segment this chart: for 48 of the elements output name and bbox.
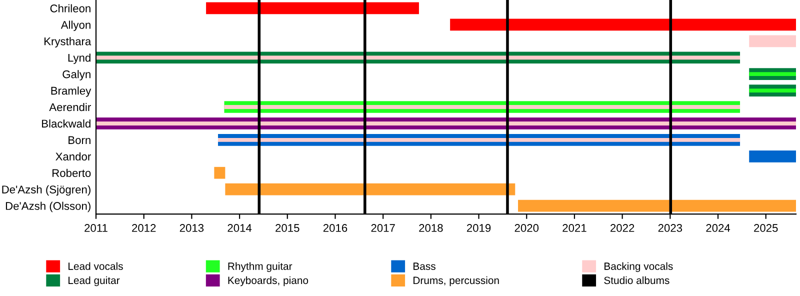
x-tick-label: 2025 bbox=[754, 224, 778, 232]
y-tick-label: Lynd bbox=[68, 54, 90, 64]
y-tick-label: Born bbox=[68, 136, 90, 144]
y-tick-label: Chrileon bbox=[50, 4, 90, 12]
y-tick-label: Roberto bbox=[52, 168, 91, 177]
x-tick-label: 2019 bbox=[466, 224, 491, 232]
y-tick-label: Xandor bbox=[56, 152, 91, 161]
bar bbox=[749, 150, 796, 162]
y-tick-label: De'Azsh (Olsson) bbox=[6, 202, 90, 212]
x-tick-label: 2011 bbox=[84, 224, 108, 232]
legend-label: Keyboards, piano bbox=[228, 276, 308, 286]
bar bbox=[749, 72, 796, 76]
x-tick-label: 2018 bbox=[419, 224, 443, 232]
bar bbox=[206, 2, 419, 14]
y-tick-label: Allyon bbox=[60, 20, 90, 32]
bar bbox=[218, 138, 740, 142]
bar bbox=[96, 56, 740, 60]
y-tick-label: Bramley bbox=[51, 86, 92, 97]
bar bbox=[450, 18, 796, 31]
x-tick-label: 2024 bbox=[706, 224, 730, 232]
y-tick-label: Blackwald bbox=[42, 119, 90, 128]
y-tick-label: Galyn bbox=[62, 70, 90, 80]
bar bbox=[214, 166, 226, 179]
bar bbox=[224, 105, 740, 109]
x-tick-label: 2013 bbox=[180, 224, 204, 232]
legend-label: Studio albums bbox=[604, 276, 670, 284]
x-tick-label: 2017 bbox=[371, 224, 395, 232]
x-tick-label: 2022 bbox=[610, 224, 634, 232]
x-tick-label: 2023 bbox=[658, 224, 682, 232]
legend-label: Lead guitar bbox=[68, 276, 120, 286]
y-tick-label: De'Azsh (Sjögren) bbox=[2, 185, 90, 196]
legend-label: Rhythm guitar bbox=[228, 262, 292, 272]
legend-label: Lead vocals bbox=[68, 262, 123, 270]
bar bbox=[225, 183, 516, 196]
legend-label: Bass bbox=[414, 262, 436, 270]
y-tick-label: Aerendir bbox=[49, 102, 91, 112]
y-tick-label: Krysthara bbox=[44, 37, 92, 48]
x-tick-label: 2016 bbox=[323, 224, 348, 232]
bar bbox=[96, 121, 796, 126]
x-tick-label: 2021 bbox=[562, 224, 586, 232]
x-tick-label: 2015 bbox=[276, 224, 300, 232]
legend-label: Backing vocals bbox=[604, 262, 673, 272]
x-tick-label: 2014 bbox=[228, 224, 252, 232]
bar bbox=[518, 200, 796, 212]
legend-label: Drums, percussion bbox=[414, 276, 499, 286]
x-tick-label: 2020 bbox=[514, 224, 539, 232]
x-tick-label: 2012 bbox=[132, 224, 156, 232]
bar bbox=[749, 88, 796, 93]
